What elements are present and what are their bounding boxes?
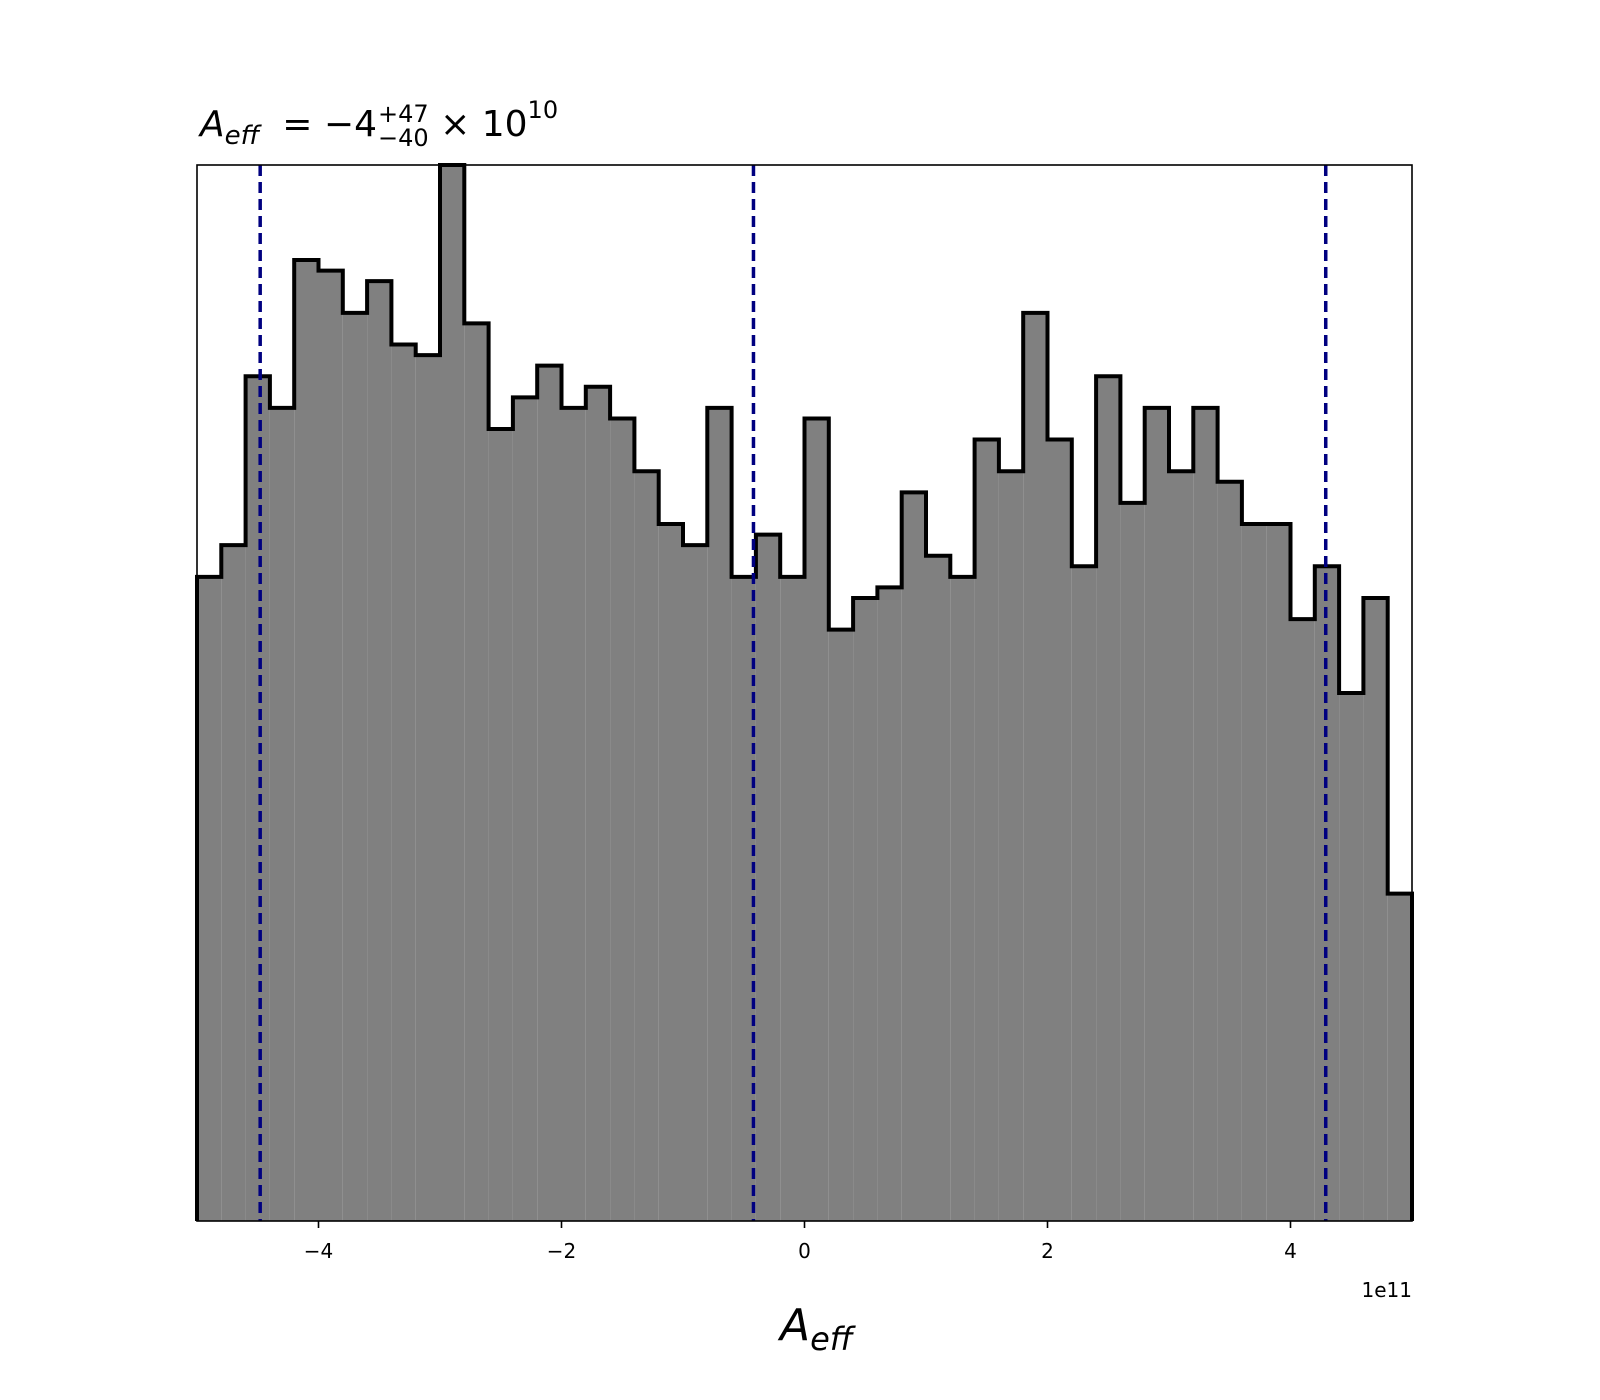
histogram-bar (974, 439, 999, 1221)
histogram-bar (998, 471, 1024, 1221)
histogram-bar (610, 418, 635, 1221)
histogram-step-outline (195, 163, 1414, 1221)
title-exponent: 10 (527, 96, 559, 124)
histogram-bar (294, 260, 319, 1221)
x-axis-ticks: −4 −2 0 2 4 (304, 1221, 1297, 1263)
histogram-bar (1290, 619, 1315, 1221)
histogram-bar (342, 312, 368, 1222)
title-times: × (440, 104, 471, 145)
x-tick-label: 0 (798, 1239, 811, 1263)
histogram-bar (828, 629, 854, 1221)
x-tick-label: −4 (304, 1239, 333, 1263)
histogram-bar (221, 545, 246, 1221)
histogram-bar (1144, 407, 1169, 1221)
x-tick-label: −2 (547, 1239, 576, 1263)
histogram-bar (780, 576, 805, 1221)
x-tick-label: 2 (1041, 1239, 1054, 1263)
histogram-bar (1096, 376, 1121, 1221)
histogram-bar (1047, 439, 1072, 1221)
histogram-bar (1023, 312, 1048, 1222)
histogram-bar (1339, 693, 1364, 1221)
histogram-bar (853, 597, 878, 1221)
histogram-bar (1071, 566, 1097, 1221)
histogram-bar (804, 418, 829, 1221)
histogram-bar (391, 344, 416, 1221)
chart-title: Aeff = −4 +47 −40 × 1010 (200, 96, 558, 151)
histogram-bar (755, 534, 781, 1221)
histogram-bar (488, 429, 513, 1221)
histogram-bar (683, 545, 708, 1221)
x-axis-label-subscript: eff (810, 1320, 853, 1358)
histogram-bar (1363, 597, 1388, 1221)
title-value: −4 (323, 104, 377, 145)
title-symbol: A (200, 104, 225, 145)
histogram-bar (512, 397, 538, 1221)
histogram-bar (1241, 524, 1267, 1221)
histogram-bar (1169, 471, 1194, 1221)
histogram-bar (1193, 407, 1218, 1221)
histogram-bar (464, 323, 489, 1221)
histogram-bar (877, 587, 902, 1221)
title-uncertainty: +47 −40 (378, 102, 429, 150)
histogram-bar (926, 555, 951, 1221)
histogram-bar (367, 281, 392, 1221)
title-symbol-subscript: eff (224, 121, 260, 151)
histogram-bar (707, 407, 732, 1221)
histogram-bar (415, 355, 440, 1222)
title-upper-error: +47 (378, 100, 429, 128)
histogram-bar (537, 365, 562, 1221)
histogram-bars (197, 165, 1412, 1222)
credible-interval-lines (258, 165, 1328, 1221)
x-axis-label-symbol: A (780, 1300, 811, 1351)
histogram-bar (197, 576, 222, 1221)
x-axis-offset-label: 1e11 (1362, 1278, 1412, 1302)
histogram-bar (318, 270, 343, 1222)
histogram-bar (440, 165, 465, 1221)
histogram-bar (561, 407, 586, 1221)
histogram-bar (901, 492, 926, 1221)
histogram-bar (950, 576, 975, 1221)
histogram-bar (1120, 502, 1145, 1221)
histogram-bar (269, 407, 295, 1221)
title-base: 10 (481, 104, 528, 145)
title-equals: = (282, 104, 313, 145)
histogram-bar (585, 386, 611, 1221)
histogram-bar (634, 471, 659, 1221)
title-lower-error: −40 (378, 124, 429, 152)
histogram-bar (1266, 524, 1291, 1221)
x-tick-label: 4 (1284, 1239, 1297, 1263)
histogram-bar (658, 524, 683, 1221)
histogram-bar (1387, 893, 1412, 1221)
histogram-bar (245, 376, 270, 1221)
x-axis-label: Aeff (780, 1300, 853, 1358)
histogram-bar (1217, 481, 1242, 1221)
